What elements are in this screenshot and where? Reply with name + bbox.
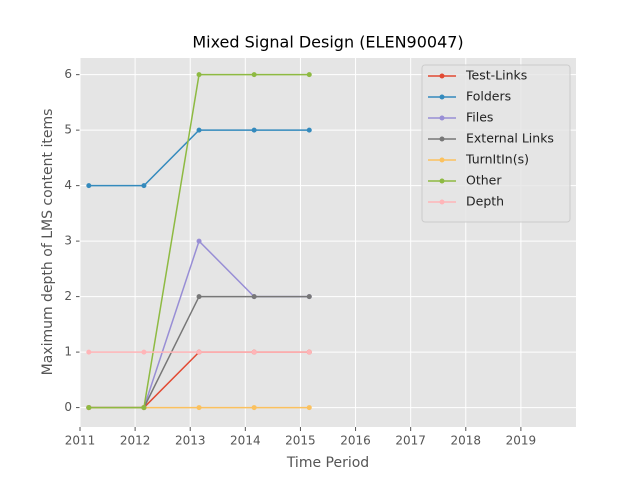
data-point	[306, 349, 312, 355]
data-point	[86, 349, 92, 355]
y-tick-label: 1	[64, 345, 72, 359]
x-axis-label: Time Period	[286, 455, 369, 471]
data-point	[251, 349, 257, 355]
data-point	[196, 405, 202, 411]
data-point	[196, 127, 202, 133]
x-tick-label: 2011	[65, 434, 96, 448]
data-point	[306, 127, 312, 133]
y-tick-label: 3	[64, 234, 72, 248]
legend-marker	[439, 94, 445, 100]
legend-label: Depth	[466, 194, 504, 209]
legend-label: TurnItIn(s)	[465, 152, 529, 167]
y-tick-label: 0	[64, 400, 72, 414]
legend-marker	[439, 136, 445, 142]
y-tick-label: 4	[64, 178, 72, 192]
y-tick-label: 2	[64, 289, 72, 303]
x-tick-label: 2019	[506, 434, 537, 448]
x-tick-label: 2015	[285, 434, 316, 448]
legend-marker	[439, 115, 445, 121]
y-tick-label: 5	[64, 123, 72, 137]
data-point	[251, 72, 257, 78]
legend-marker	[439, 178, 445, 184]
legend-label: Test-Links	[465, 68, 527, 83]
x-tick-label: 2014	[230, 434, 261, 448]
data-point	[306, 405, 312, 411]
legend-marker	[439, 199, 445, 205]
x-tick-label: 2016	[340, 434, 371, 448]
data-point	[306, 294, 312, 300]
data-point	[196, 238, 202, 244]
data-point	[251, 127, 257, 133]
data-point	[251, 294, 257, 300]
data-point	[141, 405, 147, 411]
data-point	[86, 183, 92, 189]
data-point	[196, 349, 202, 355]
x-tick-label: 2017	[395, 434, 426, 448]
legend-box	[421, 64, 571, 223]
y-axis-label: Maximum depth of LMS content items	[40, 109, 56, 376]
legend-label: Folders	[466, 89, 511, 104]
data-point	[196, 294, 202, 300]
x-tick-label: 2012	[120, 434, 151, 448]
data-point	[141, 183, 147, 189]
legend-label: Other	[466, 173, 502, 188]
data-point	[251, 405, 257, 411]
legend-label: External Links	[466, 131, 554, 146]
legend-label: Files	[466, 110, 493, 125]
data-point	[141, 349, 147, 355]
x-tick-label: 2013	[175, 434, 206, 448]
data-point	[86, 405, 92, 411]
legend-marker	[439, 73, 445, 79]
data-point	[306, 72, 312, 78]
legend-marker	[439, 157, 445, 163]
data-point	[196, 72, 202, 78]
chart-title: Mixed Signal Design (ELEN90047)	[192, 33, 463, 52]
y-tick-label: 6	[64, 67, 72, 81]
x-tick-label: 2018	[451, 434, 482, 448]
